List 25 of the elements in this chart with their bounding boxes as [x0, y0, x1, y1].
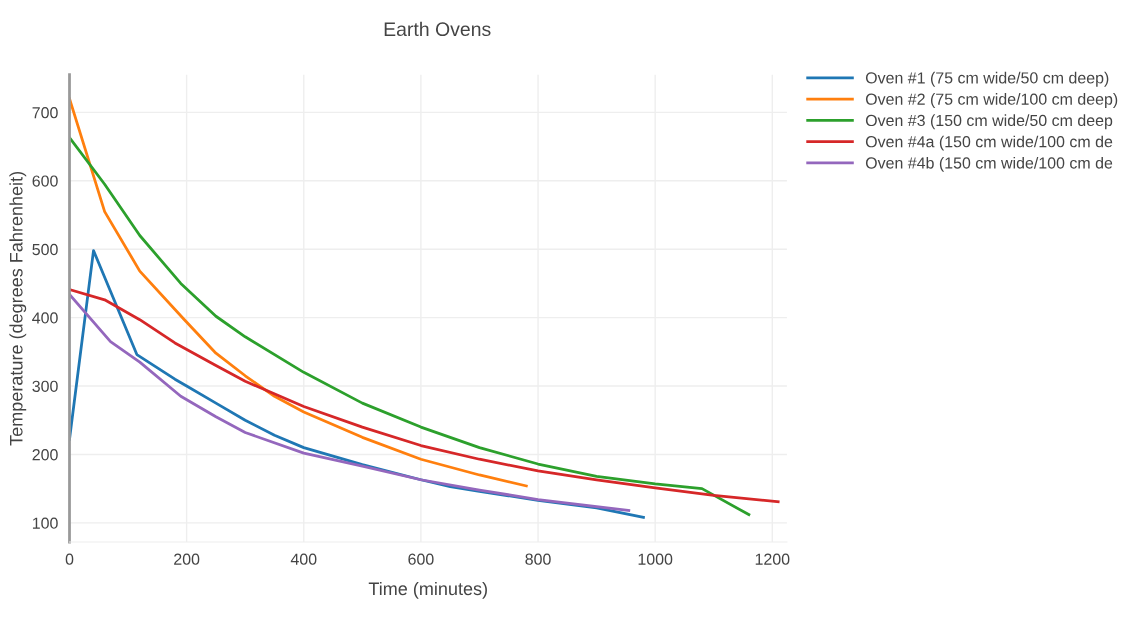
legend-label: Oven #1 (75 cm wide/50 cm deep)	[865, 71, 1109, 87]
x-tick-label: 800	[525, 553, 551, 565]
x-tick-label: 0	[65, 553, 74, 565]
y-tick-label: 100	[32, 517, 58, 529]
y-tick-label: 600	[32, 175, 58, 187]
x-tick-label: 600	[408, 553, 434, 565]
y-tick-label: 700	[32, 107, 58, 119]
line-series	[69, 288, 780, 504]
x-tick-label: 400	[290, 553, 317, 565]
y-tick-label: 300	[32, 380, 58, 392]
legend-label: Oven #2 (75 cm wide/100 cm deep)	[865, 93, 1118, 108]
y-tick-label: 400	[32, 312, 58, 324]
legend-label: Oven #4b (150 cm wide/100 cm de	[865, 156, 1113, 172]
x-tick-label: 200	[174, 553, 200, 565]
line-series	[69, 136, 751, 517]
line-series	[69, 292, 631, 512]
y-tick-label: 500	[32, 243, 58, 256]
legend-label: Oven #3 (150 cm wide/50 cm deep	[865, 114, 1113, 130]
legend-label: Oven #4a (150 cm wide/100 cm de	[865, 135, 1113, 151]
y-axis-title: Temperature (degrees Fahrenheit)	[9, 172, 27, 446]
x-tick-label: 1000	[638, 553, 673, 565]
x-tick-label: 1200	[755, 553, 790, 565]
chart-title: Earth Ovens	[384, 21, 491, 37]
y-tick-label: 200	[32, 449, 58, 461]
x-axis-title: Time (minutes)	[368, 581, 487, 599]
